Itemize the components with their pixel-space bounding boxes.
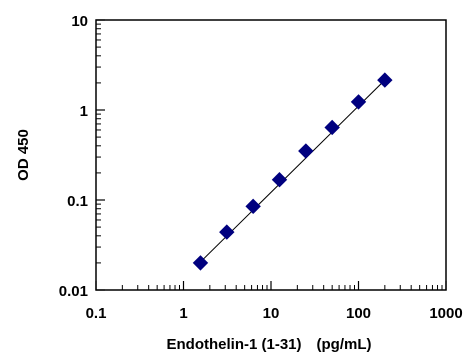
x-tick-label: 10 [263, 305, 280, 322]
data-point [245, 198, 261, 215]
y-axis-title: OD 450 [15, 129, 32, 181]
y-tick-label: 1 [80, 103, 88, 120]
data-point [377, 72, 393, 88]
data-point [192, 255, 209, 271]
x-tick-label: 100 [346, 305, 371, 322]
data-point [298, 143, 314, 159]
y-tick-label: 0.1 [67, 193, 88, 210]
data-points [192, 72, 393, 271]
x-tick-label: 1000 [429, 305, 462, 322]
y-tick-label: 0.01 [59, 283, 88, 300]
y-tick-label: 10 [71, 13, 88, 30]
plot-frame [95, 19, 447, 291]
data-point [350, 94, 367, 110]
data-point [271, 172, 288, 188]
tick-labels: 0.1 1 10 100 1000 0.01 0.1 1 10 [59, 13, 463, 322]
x-tick-label: 0.1 [86, 305, 107, 322]
x-tick-label: 1 [179, 305, 187, 322]
data-point [324, 119, 340, 136]
axes [95, 19, 447, 291]
data-point [219, 224, 235, 240]
x-axis-title: Endothelin-1 (1-31) (pg/mL) [167, 336, 372, 353]
